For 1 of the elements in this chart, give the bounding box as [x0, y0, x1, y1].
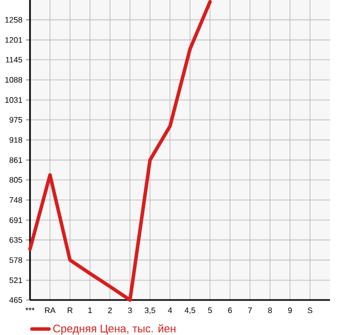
legend-label: Средняя Цена, тыс. йен: [53, 324, 176, 335]
